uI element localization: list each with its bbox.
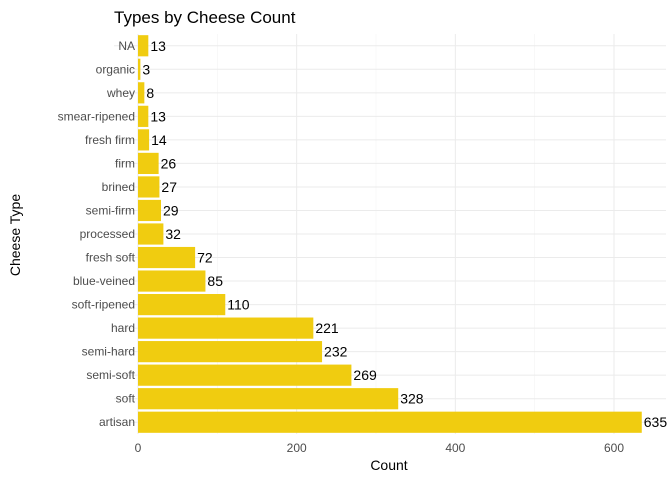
data-label-semi-hard: 232 [324, 344, 348, 360]
x-tick-400: 400 [445, 441, 465, 455]
bar-firm [138, 152, 159, 174]
bar-soft [138, 388, 399, 410]
data-label-brined: 27 [161, 179, 177, 195]
y-tick-hard: hard [111, 321, 135, 335]
bar-soft-ripened [138, 294, 226, 316]
data-label-semi-soft: 269 [353, 367, 377, 383]
bar-organic [138, 58, 141, 80]
x-axis-title: Count [370, 457, 407, 473]
y-tick-blue-veined: blue-veined [73, 274, 135, 288]
y-tick-fresh firm: fresh firm [85, 133, 135, 147]
data-label-soft: 328 [400, 391, 424, 407]
data-label-organic: 3 [142, 61, 150, 77]
data-label-whey: 8 [146, 85, 154, 101]
data-label-firm: 26 [161, 155, 177, 171]
data-label-artisan: 635 [644, 414, 668, 430]
bar-semi-soft [138, 364, 352, 386]
bar-fresh firm [138, 129, 150, 151]
data-label-fresh soft: 72 [197, 250, 213, 266]
y-tick-processed: processed [80, 227, 135, 241]
bar-artisan [138, 411, 642, 433]
y-tick-artisan: artisan [99, 415, 135, 429]
x-tick-0: 0 [135, 441, 142, 455]
y-tick-semi-soft: semi-soft [86, 368, 135, 382]
y-tick-semi-hard: semi-hard [82, 345, 135, 359]
y-tick-soft-ripened: soft-ripened [72, 298, 135, 312]
y-tick-firm: firm [115, 156, 135, 170]
data-label-fresh firm: 14 [151, 132, 167, 148]
data-label-hard: 221 [315, 320, 339, 336]
bar-processed [138, 223, 164, 245]
y-tick-smear-ripened: smear-ripened [58, 109, 135, 123]
bar-smear-ripened [138, 105, 149, 127]
y-axis-title: Cheese Type [7, 194, 23, 276]
data-label-smear-ripened: 13 [150, 108, 166, 124]
y-tick-soft: soft [116, 392, 136, 406]
bar-semi-firm [138, 199, 162, 222]
data-label-processed: 32 [165, 226, 181, 242]
y-tick-organic: organic [96, 62, 135, 76]
y-tick-labels: artisan soft semi-soft semi-hard hard soft-ri… [58, 39, 136, 429]
data-label-semi-firm: 29 [163, 202, 179, 218]
bar-blue-veined [138, 270, 206, 292]
bar-fresh soft [138, 246, 196, 269]
bars [138, 35, 642, 433]
bar-brined [138, 176, 160, 198]
bar-hard [138, 317, 314, 339]
bar-NA [138, 35, 149, 57]
x-tick-200: 200 [287, 441, 307, 455]
x-tick-labels: 0 200 400 600 [135, 441, 625, 455]
data-label-NA: 13 [150, 38, 166, 54]
bar-whey [138, 82, 145, 104]
y-tick-fresh soft: fresh soft [86, 251, 136, 265]
y-tick-brined: brined [102, 180, 135, 194]
data-label-blue-veined: 85 [207, 273, 223, 289]
bar-semi-hard [138, 341, 323, 363]
y-tick-whey: whey [106, 86, 135, 100]
y-tick-semi-firm: semi-firm [86, 203, 135, 217]
x-tick-600: 600 [604, 441, 624, 455]
chart-title: Types by Cheese Count [114, 8, 296, 27]
y-tick-NA: NA [118, 39, 135, 53]
data-label-soft-ripened: 110 [227, 297, 250, 313]
